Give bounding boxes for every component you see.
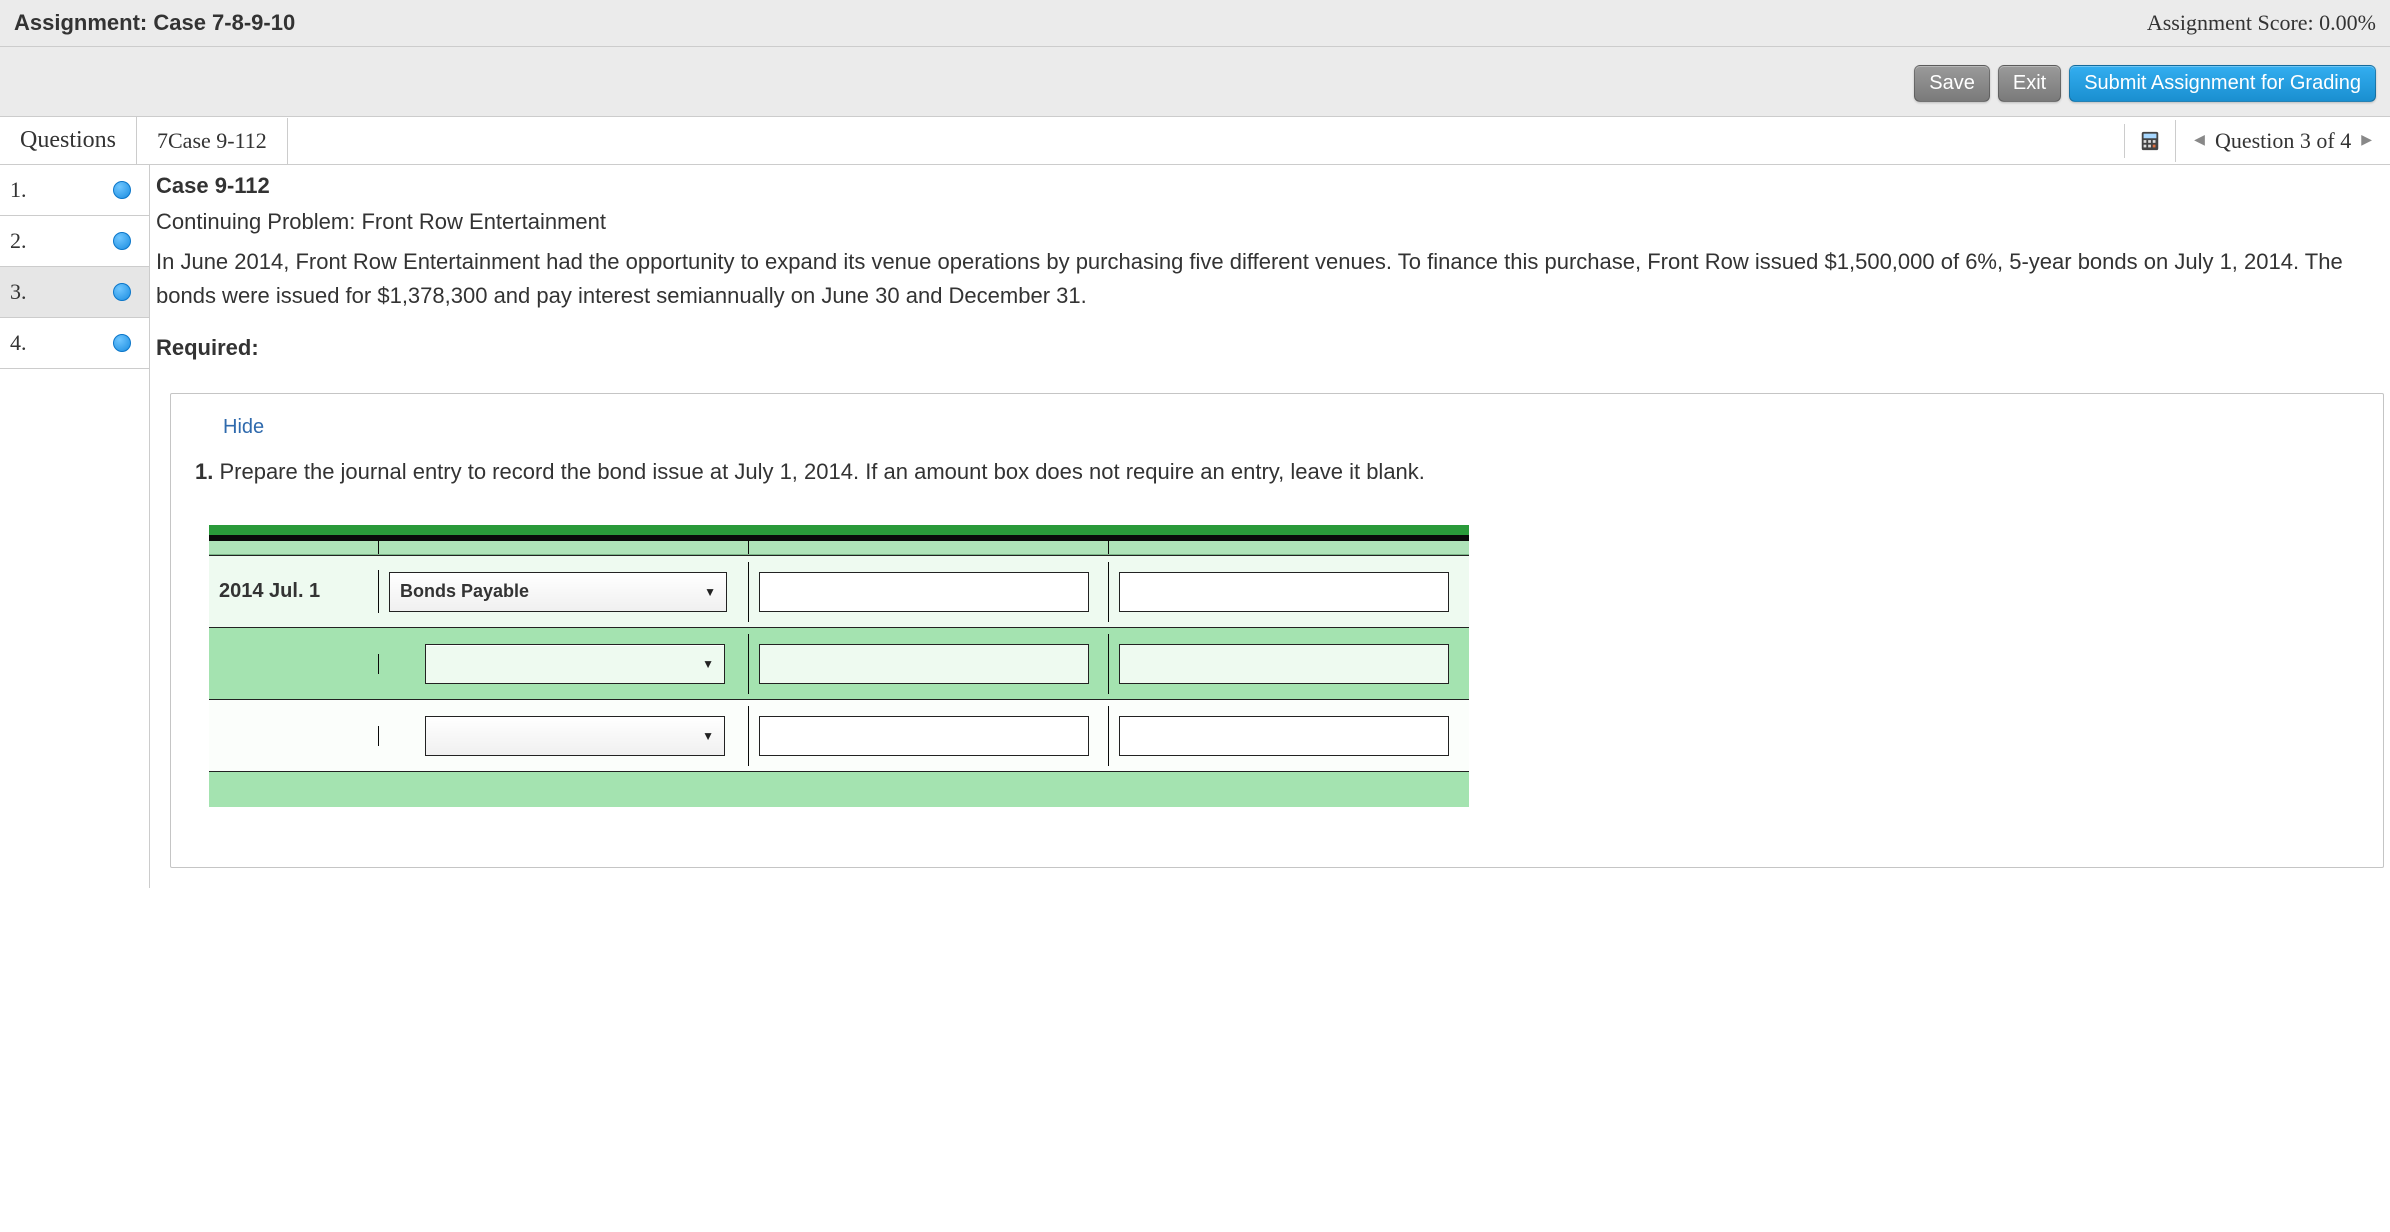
instruction-number: 1. — [195, 459, 213, 484]
pager-text: Question 3 of 4 — [2215, 128, 2351, 154]
debit-input-row3[interactable] — [759, 716, 1089, 756]
instruction-body: Prepare the journal entry to record the … — [213, 459, 1425, 484]
sidebar-item-4[interactable]: 4. — [0, 318, 149, 369]
journal-entry-table: 2014 Jul. 1 Bonds Payable ▼ — [209, 525, 1469, 807]
status-dot-icon — [113, 283, 131, 301]
credit-input-row2[interactable] — [1119, 644, 1449, 684]
assignment-title: Assignment: Case 7-8-9-10 — [14, 10, 295, 36]
nav-bar: Questions 7Case 9-112 ◀ Question 3 of 4 … — [0, 116, 2390, 165]
sidebar-item-1[interactable]: 1. — [0, 165, 149, 216]
chevron-down-icon: ▼ — [702, 729, 714, 743]
question-pager: ◀ Question 3 of 4 ▶ — [2175, 120, 2390, 162]
questions-sidebar: 1. 2. 3. 4. — [0, 165, 150, 888]
hide-link[interactable]: Hide — [195, 416, 264, 459]
status-dot-icon — [113, 334, 131, 352]
main-content: Case 9-112 Continuing Problem: Front Row… — [150, 165, 2390, 888]
pager-prev-icon[interactable]: ◀ — [2194, 132, 2205, 149]
account-dropdown-row3[interactable]: ▼ — [425, 716, 725, 756]
header-bar: Assignment: Case 7-8-9-10 Assignment Sco… — [0, 0, 2390, 47]
save-button[interactable]: Save — [1914, 65, 1990, 102]
chevron-down-icon: ▼ — [702, 657, 714, 671]
required-label: Required: — [156, 327, 2384, 381]
dropdown-value: Bonds Payable — [400, 581, 529, 602]
assignment-score: Assignment Score: 0.00% — [2147, 10, 2376, 36]
status-dot-icon — [113, 232, 131, 250]
account-dropdown-row1[interactable]: Bonds Payable ▼ — [389, 572, 727, 612]
journal-date: 2014 Jul. 1 — [219, 580, 320, 603]
journal-row-3: ▼ — [209, 699, 1469, 771]
sidebar-item-3[interactable]: 3. — [0, 267, 149, 318]
table-top-bar — [209, 525, 1469, 535]
credit-input-row1[interactable] — [1119, 572, 1449, 612]
question-panel: Hide 1. Prepare the journal entry to rec… — [170, 393, 2384, 868]
content-wrap: 1. 2. 3. 4. Case 9-112 Continuing Proble… — [0, 165, 2390, 888]
pager-next-icon[interactable]: ▶ — [2361, 132, 2372, 149]
case-subtitle: Continuing Problem: Front Row Entertainm… — [156, 201, 2384, 245]
case-body-text: In June 2014, Front Row Entertainment ha… — [156, 245, 2384, 327]
calculator-button[interactable] — [2124, 124, 2175, 158]
account-dropdown-row2[interactable]: ▼ — [425, 644, 725, 684]
exit-button[interactable]: Exit — [1998, 65, 2061, 102]
action-button-row: Save Exit Submit Assignment for Grading — [0, 47, 2390, 116]
questions-header-label: Questions — [0, 117, 137, 164]
journal-row-1: 2014 Jul. 1 Bonds Payable ▼ — [209, 555, 1469, 627]
sidebar-item-2[interactable]: 2. — [0, 216, 149, 267]
sidebar-item-label: 4. — [10, 330, 27, 356]
submit-assignment-button[interactable]: Submit Assignment for Grading — [2069, 65, 2376, 102]
case-heading: Case 9-112 — [156, 165, 2384, 201]
debit-input-row2[interactable] — [759, 644, 1089, 684]
current-question-tab[interactable]: 7Case 9-112 — [137, 118, 288, 164]
sidebar-item-label: 3. — [10, 279, 27, 305]
calculator-icon — [2139, 130, 2161, 152]
sidebar-item-label: 2. — [10, 228, 27, 254]
instruction-text: 1. Prepare the journal entry to record t… — [195, 459, 2359, 525]
chevron-down-icon: ▼ — [704, 585, 716, 599]
credit-input-row3[interactable] — [1119, 716, 1449, 756]
status-dot-icon — [113, 181, 131, 199]
table-footer-bar — [209, 771, 1469, 807]
table-header-row — [209, 541, 1469, 555]
journal-row-2: ▼ — [209, 627, 1469, 699]
debit-input-row1[interactable] — [759, 572, 1089, 612]
sidebar-item-label: 1. — [10, 177, 27, 203]
